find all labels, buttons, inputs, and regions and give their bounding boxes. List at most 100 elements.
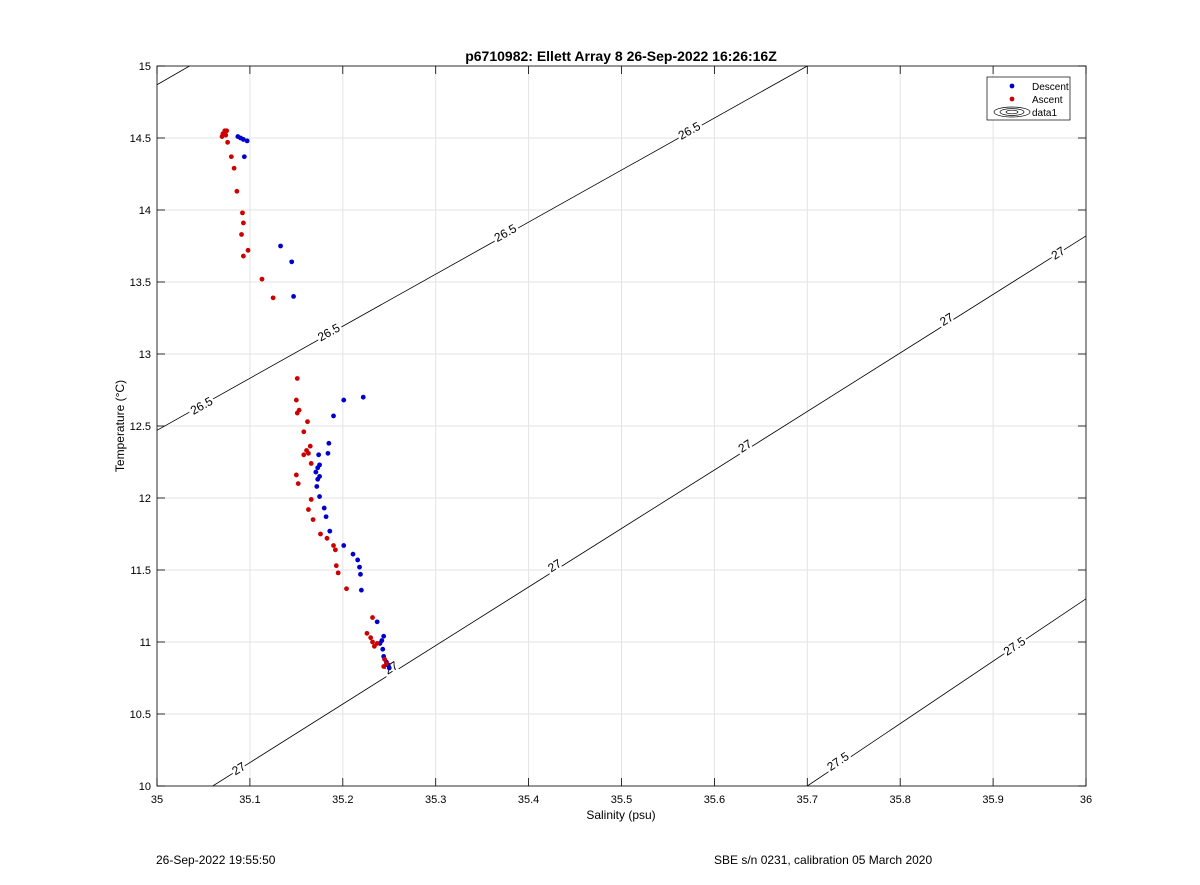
ascent-point — [310, 517, 316, 522]
ascent-point — [305, 419, 310, 425]
ascent-point — [331, 543, 336, 548]
descent-point — [386, 665, 392, 671]
ascent-point — [228, 154, 234, 160]
ascent-point — [306, 507, 311, 512]
legend-contour-icon — [1005, 109, 1019, 115]
ascent-point — [240, 220, 246, 226]
descent-point — [241, 154, 247, 160]
isopycnal-line — [157, 66, 190, 86]
ascent-point — [324, 535, 330, 541]
ascent-point — [333, 563, 339, 569]
descent-point — [316, 452, 322, 458]
ascent-point — [344, 586, 349, 592]
descent-point — [341, 543, 347, 548]
descent-point — [358, 571, 363, 577]
x-tick-label: 35.6 — [704, 794, 725, 806]
x-tick-label: 35.2 — [332, 794, 353, 806]
legend-contour-icon — [999, 108, 1025, 116]
ascent-point — [308, 461, 314, 466]
y-tick-label: 14 — [139, 205, 151, 217]
ascent-point — [368, 635, 374, 641]
legend-marker-ascent — [1009, 96, 1015, 102]
ascent-point — [240, 210, 245, 216]
y-tick-label: 15 — [139, 61, 151, 73]
descent-point — [331, 413, 336, 419]
y-tick-label: 14.5 — [130, 133, 151, 145]
ascent-point — [364, 630, 370, 636]
legend-contour-icon — [993, 106, 1031, 118]
descent-point — [323, 514, 329, 520]
x-tick-label: 35.9 — [982, 794, 1003, 806]
ascent-point — [259, 276, 265, 282]
legend: Descent Ascent data1 — [986, 76, 1071, 121]
ascent-point — [381, 664, 387, 669]
descent-point — [355, 557, 361, 563]
x-tick-label: 36 — [1080, 794, 1092, 806]
ascent-point — [294, 376, 300, 381]
ascent-point — [245, 247, 251, 253]
isopycnal-line — [807, 598, 1086, 786]
ascent-point — [301, 429, 307, 435]
y-tick-label: 13 — [139, 349, 151, 361]
descent-point — [381, 633, 387, 639]
ascent-point — [308, 497, 314, 502]
x-tick-label: 35.3 — [425, 794, 446, 806]
ascent-point — [370, 639, 375, 645]
isopycnal-line — [212, 235, 1086, 786]
x-tick-label: 35.1 — [239, 794, 260, 806]
footer-timestamp: 26-Sep-2022 19:55:50 — [156, 853, 276, 867]
descent-point — [291, 294, 296, 299]
x-tick-label: 35.4 — [518, 794, 539, 806]
legend-label: Descent — [1032, 82, 1069, 93]
ascent-point — [335, 570, 341, 576]
descent-point — [358, 587, 364, 593]
ascent-point — [374, 641, 380, 646]
x-axis-label: Salinity (psu) — [586, 808, 655, 822]
y-axis-label: Temperature (°C) — [113, 380, 127, 472]
descent-point — [315, 476, 321, 482]
ascent-point — [224, 128, 230, 134]
ascent-point — [239, 232, 244, 237]
y-tick-label: 10 — [139, 781, 151, 793]
ascent-point — [294, 410, 300, 416]
ascent-point — [231, 165, 237, 171]
legend-box — [986, 76, 1071, 121]
series-descent — [235, 134, 392, 671]
descent-point — [240, 137, 246, 142]
plot-area: 26.526.526.526.527272727272727.527.53535… — [130, 61, 1093, 806]
descent-point — [357, 564, 362, 570]
ascent-point — [240, 253, 246, 259]
ascent-point — [301, 452, 307, 458]
descent-point — [244, 138, 250, 144]
y-tick-label: 11 — [140, 637, 151, 649]
y-tick-label: 13.5 — [130, 277, 151, 289]
descent-point — [326, 440, 332, 446]
descent-point — [325, 450, 331, 456]
legend-marker-descent — [1009, 83, 1015, 89]
descent-point — [314, 484, 320, 489]
x-tick-label: 35.7 — [797, 794, 818, 806]
y-tick-label: 11.5 — [130, 565, 151, 577]
ascent-point — [306, 450, 311, 456]
descent-point — [289, 259, 295, 265]
x-tick-label: 35.5 — [611, 794, 632, 806]
descent-point — [341, 397, 347, 403]
ascent-point — [234, 188, 240, 194]
ascent-point — [370, 615, 375, 620]
isopycnal-line — [157, 66, 808, 431]
descent-point — [313, 469, 319, 475]
series-ascent — [219, 128, 389, 669]
descent-point — [317, 494, 322, 499]
chart-title: p6710982: Ellett Array 8 26-Sep-2022 16:… — [465, 48, 777, 64]
data-points — [219, 128, 392, 671]
y-tick-label: 12.5 — [130, 421, 151, 433]
descent-point — [321, 505, 327, 511]
descent-point — [315, 465, 321, 471]
ascent-point — [225, 139, 231, 145]
descent-point — [327, 528, 333, 534]
descent-point — [278, 243, 283, 249]
ascent-point — [332, 547, 338, 553]
ascent-point — [295, 481, 301, 486]
descent-point — [360, 394, 366, 400]
